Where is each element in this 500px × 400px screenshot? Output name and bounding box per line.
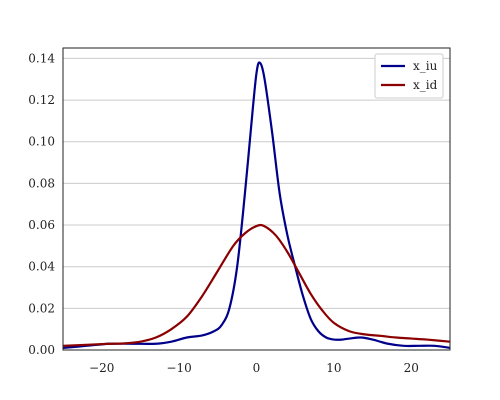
legend-label: x_id bbox=[413, 78, 438, 92]
x-tick-label: −20 bbox=[89, 361, 114, 375]
legend-label: x_iu bbox=[413, 59, 438, 73]
x-axis-ticks: −20 −10 0 10 20 bbox=[89, 361, 419, 375]
x-tick-label: −10 bbox=[166, 361, 191, 375]
y-axis-ticks: 0.00 0.02 0.04 0.06 0.08 0.10 0.12 0.14 bbox=[28, 51, 55, 357]
series-lines bbox=[63, 61, 450, 350]
legend: x_iu x_id bbox=[374, 53, 444, 99]
x-tick-label: 20 bbox=[404, 361, 419, 375]
y-tick-label: 0.12 bbox=[28, 93, 55, 107]
y-tick-label: 0.04 bbox=[28, 260, 55, 274]
y-tick-label: 0.06 bbox=[28, 218, 55, 232]
y-tick-label: 0.00 bbox=[28, 343, 55, 357]
y-tick-label: 0.08 bbox=[28, 176, 55, 190]
y-tick-label: 0.10 bbox=[28, 135, 55, 149]
grid-lines bbox=[63, 57, 450, 351]
plot-frame bbox=[62, 47, 451, 351]
series-line-x-id bbox=[63, 223, 450, 347]
y-tick-label: 0.14 bbox=[28, 51, 55, 65]
x-tick-label: 0 bbox=[253, 361, 261, 375]
y-tick-label: 0.02 bbox=[28, 301, 55, 315]
series-line-x-iu bbox=[63, 61, 450, 350]
x-tick-label: 10 bbox=[326, 361, 341, 375]
